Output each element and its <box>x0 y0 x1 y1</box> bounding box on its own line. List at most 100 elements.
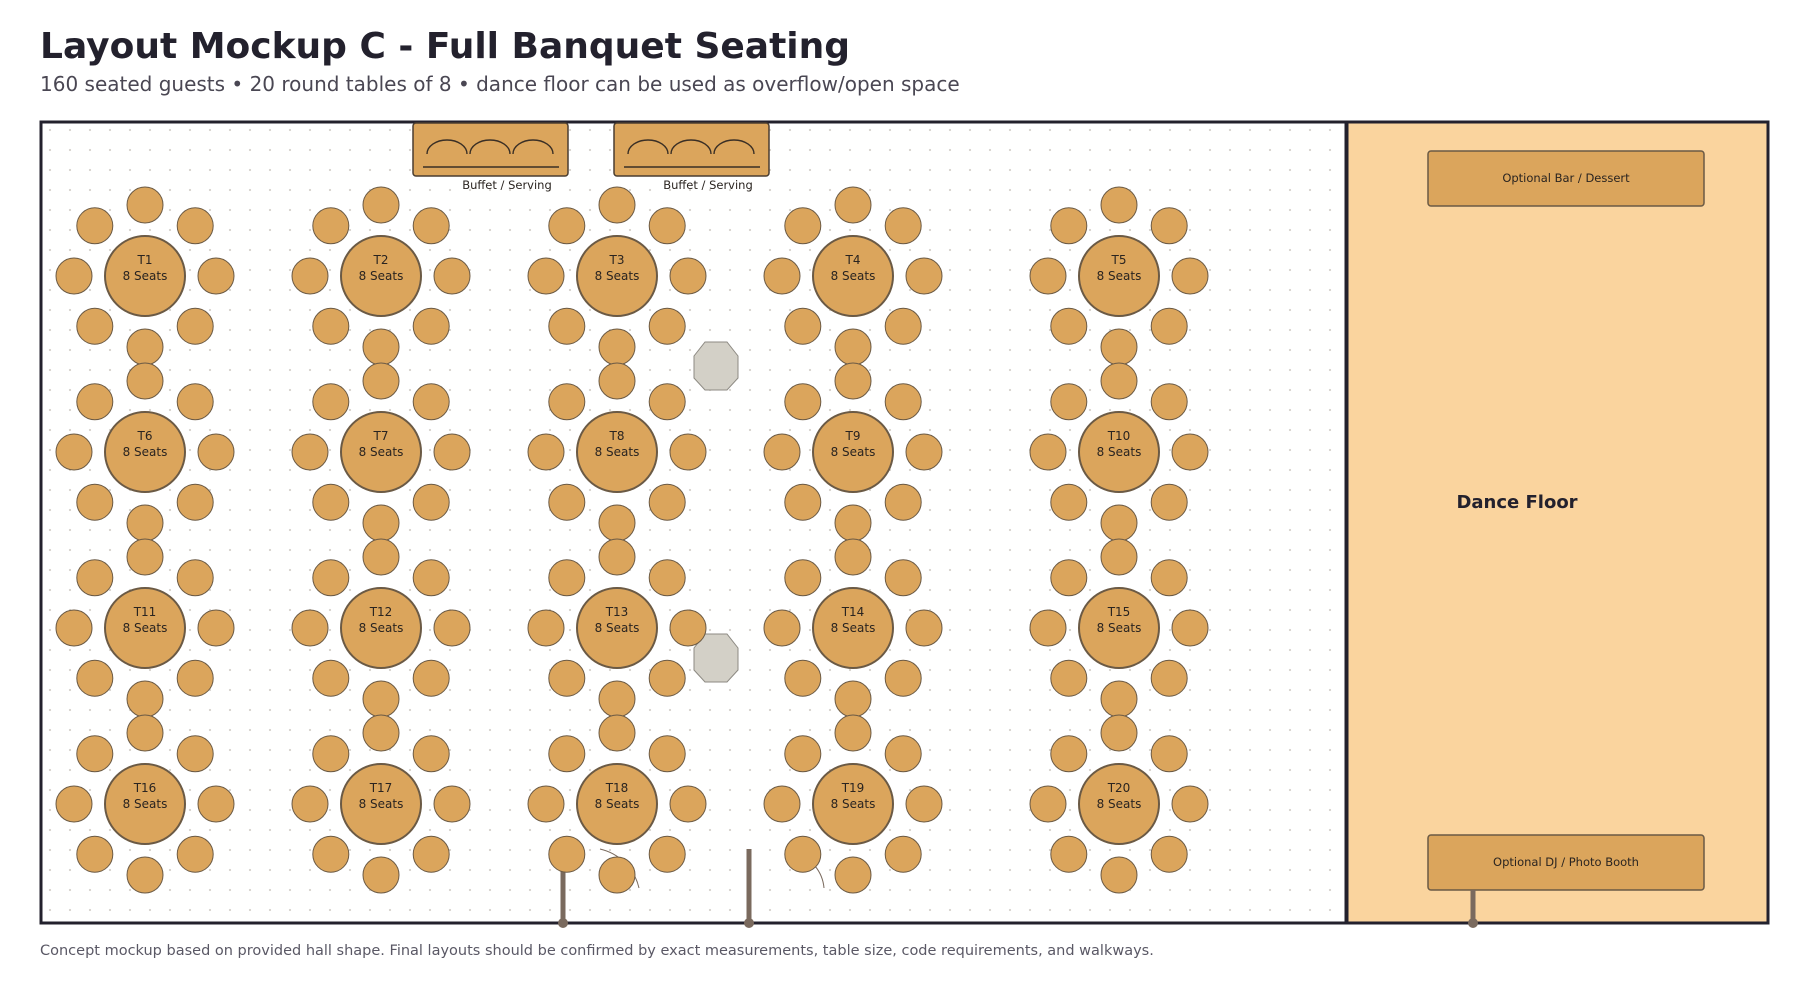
table-top[interactable] <box>1078 587 1160 669</box>
chair[interactable] <box>1050 559 1088 597</box>
chair[interactable] <box>1029 257 1067 295</box>
chair[interactable] <box>648 835 686 873</box>
chair[interactable] <box>648 207 686 245</box>
chair[interactable] <box>76 835 114 873</box>
chair[interactable] <box>1029 433 1067 471</box>
chair[interactable] <box>598 680 636 718</box>
chair[interactable] <box>784 559 822 597</box>
chair[interactable] <box>648 735 686 773</box>
round-table[interactable]: T8 8 Seats <box>527 362 707 542</box>
chair[interactable] <box>834 714 872 752</box>
dj-photo-booth-station[interactable] <box>1427 834 1705 891</box>
chair[interactable] <box>669 785 707 823</box>
chair[interactable] <box>312 307 350 345</box>
chair[interactable] <box>1100 714 1138 752</box>
chair[interactable] <box>648 383 686 421</box>
chair[interactable] <box>884 483 922 521</box>
table-top[interactable] <box>340 235 422 317</box>
buffet-station[interactable]: Buffet / Serving <box>412 122 569 192</box>
chair[interactable] <box>176 483 214 521</box>
chair[interactable] <box>176 835 214 873</box>
chair[interactable] <box>312 659 350 697</box>
chair[interactable] <box>362 328 400 366</box>
table-top[interactable] <box>812 411 894 493</box>
table-top[interactable] <box>1078 763 1160 845</box>
chair[interactable] <box>784 307 822 345</box>
chair[interactable] <box>1050 659 1088 697</box>
chair[interactable] <box>126 328 164 366</box>
table-top[interactable] <box>104 411 186 493</box>
round-table[interactable]: T13 8 Seats <box>527 538 707 718</box>
chair[interactable] <box>598 328 636 366</box>
table-top[interactable] <box>576 763 658 845</box>
chair[interactable] <box>598 362 636 400</box>
chair[interactable] <box>126 362 164 400</box>
chair[interactable] <box>669 433 707 471</box>
chair[interactable] <box>548 835 586 873</box>
chair[interactable] <box>312 207 350 245</box>
chair[interactable] <box>548 307 586 345</box>
chair[interactable] <box>784 659 822 697</box>
chair[interactable] <box>834 328 872 366</box>
chair[interactable] <box>312 559 350 597</box>
chair[interactable] <box>312 735 350 773</box>
round-table[interactable]: T14 8 Seats <box>763 538 943 718</box>
chair[interactable] <box>312 835 350 873</box>
chair[interactable] <box>527 433 565 471</box>
chair[interactable] <box>834 856 872 894</box>
chair[interactable] <box>412 383 450 421</box>
chair[interactable] <box>548 735 586 773</box>
chair[interactable] <box>834 680 872 718</box>
chair[interactable] <box>1171 609 1209 647</box>
chair[interactable] <box>362 714 400 752</box>
chair[interactable] <box>648 307 686 345</box>
chair[interactable] <box>55 609 93 647</box>
chair[interactable] <box>362 186 400 224</box>
chair[interactable] <box>362 680 400 718</box>
chair[interactable] <box>598 186 636 224</box>
chair[interactable] <box>412 835 450 873</box>
chair[interactable] <box>905 609 943 647</box>
chair[interactable] <box>176 559 214 597</box>
chair[interactable] <box>548 207 586 245</box>
chair[interactable] <box>1100 680 1138 718</box>
chair[interactable] <box>784 735 822 773</box>
chair[interactable] <box>126 538 164 576</box>
chair[interactable] <box>905 257 943 295</box>
chair[interactable] <box>1150 483 1188 521</box>
round-table[interactable]: T17 8 Seats <box>291 714 471 894</box>
chair[interactable] <box>884 659 922 697</box>
chair[interactable] <box>1050 383 1088 421</box>
chair[interactable] <box>1171 257 1209 295</box>
table-top[interactable] <box>340 587 422 669</box>
chair[interactable] <box>412 483 450 521</box>
chair[interactable] <box>1171 785 1209 823</box>
chair[interactable] <box>1150 383 1188 421</box>
chair[interactable] <box>1100 362 1138 400</box>
chair[interactable] <box>76 659 114 697</box>
chair[interactable] <box>548 483 586 521</box>
round-table[interactable]: T4 8 Seats <box>763 186 943 366</box>
chair[interactable] <box>433 257 471 295</box>
chair[interactable] <box>76 307 114 345</box>
chair[interactable] <box>197 257 235 295</box>
round-table[interactable]: T18 8 Seats <box>527 714 707 894</box>
chair[interactable] <box>648 559 686 597</box>
chair[interactable] <box>527 785 565 823</box>
door[interactable] <box>1468 890 1478 928</box>
chair[interactable] <box>784 483 822 521</box>
chair[interactable] <box>76 207 114 245</box>
chair[interactable] <box>1150 307 1188 345</box>
chair[interactable] <box>362 856 400 894</box>
round-table[interactable]: T10 8 Seats <box>1029 362 1209 542</box>
chair[interactable] <box>784 835 822 873</box>
chair[interactable] <box>1150 659 1188 697</box>
chair[interactable] <box>433 785 471 823</box>
chair[interactable] <box>1150 207 1188 245</box>
chair[interactable] <box>527 257 565 295</box>
round-table[interactable]: T1 8 Seats <box>55 186 235 366</box>
table-top[interactable] <box>1078 411 1160 493</box>
table-top[interactable] <box>340 763 422 845</box>
chair[interactable] <box>884 835 922 873</box>
chair[interactable] <box>548 383 586 421</box>
